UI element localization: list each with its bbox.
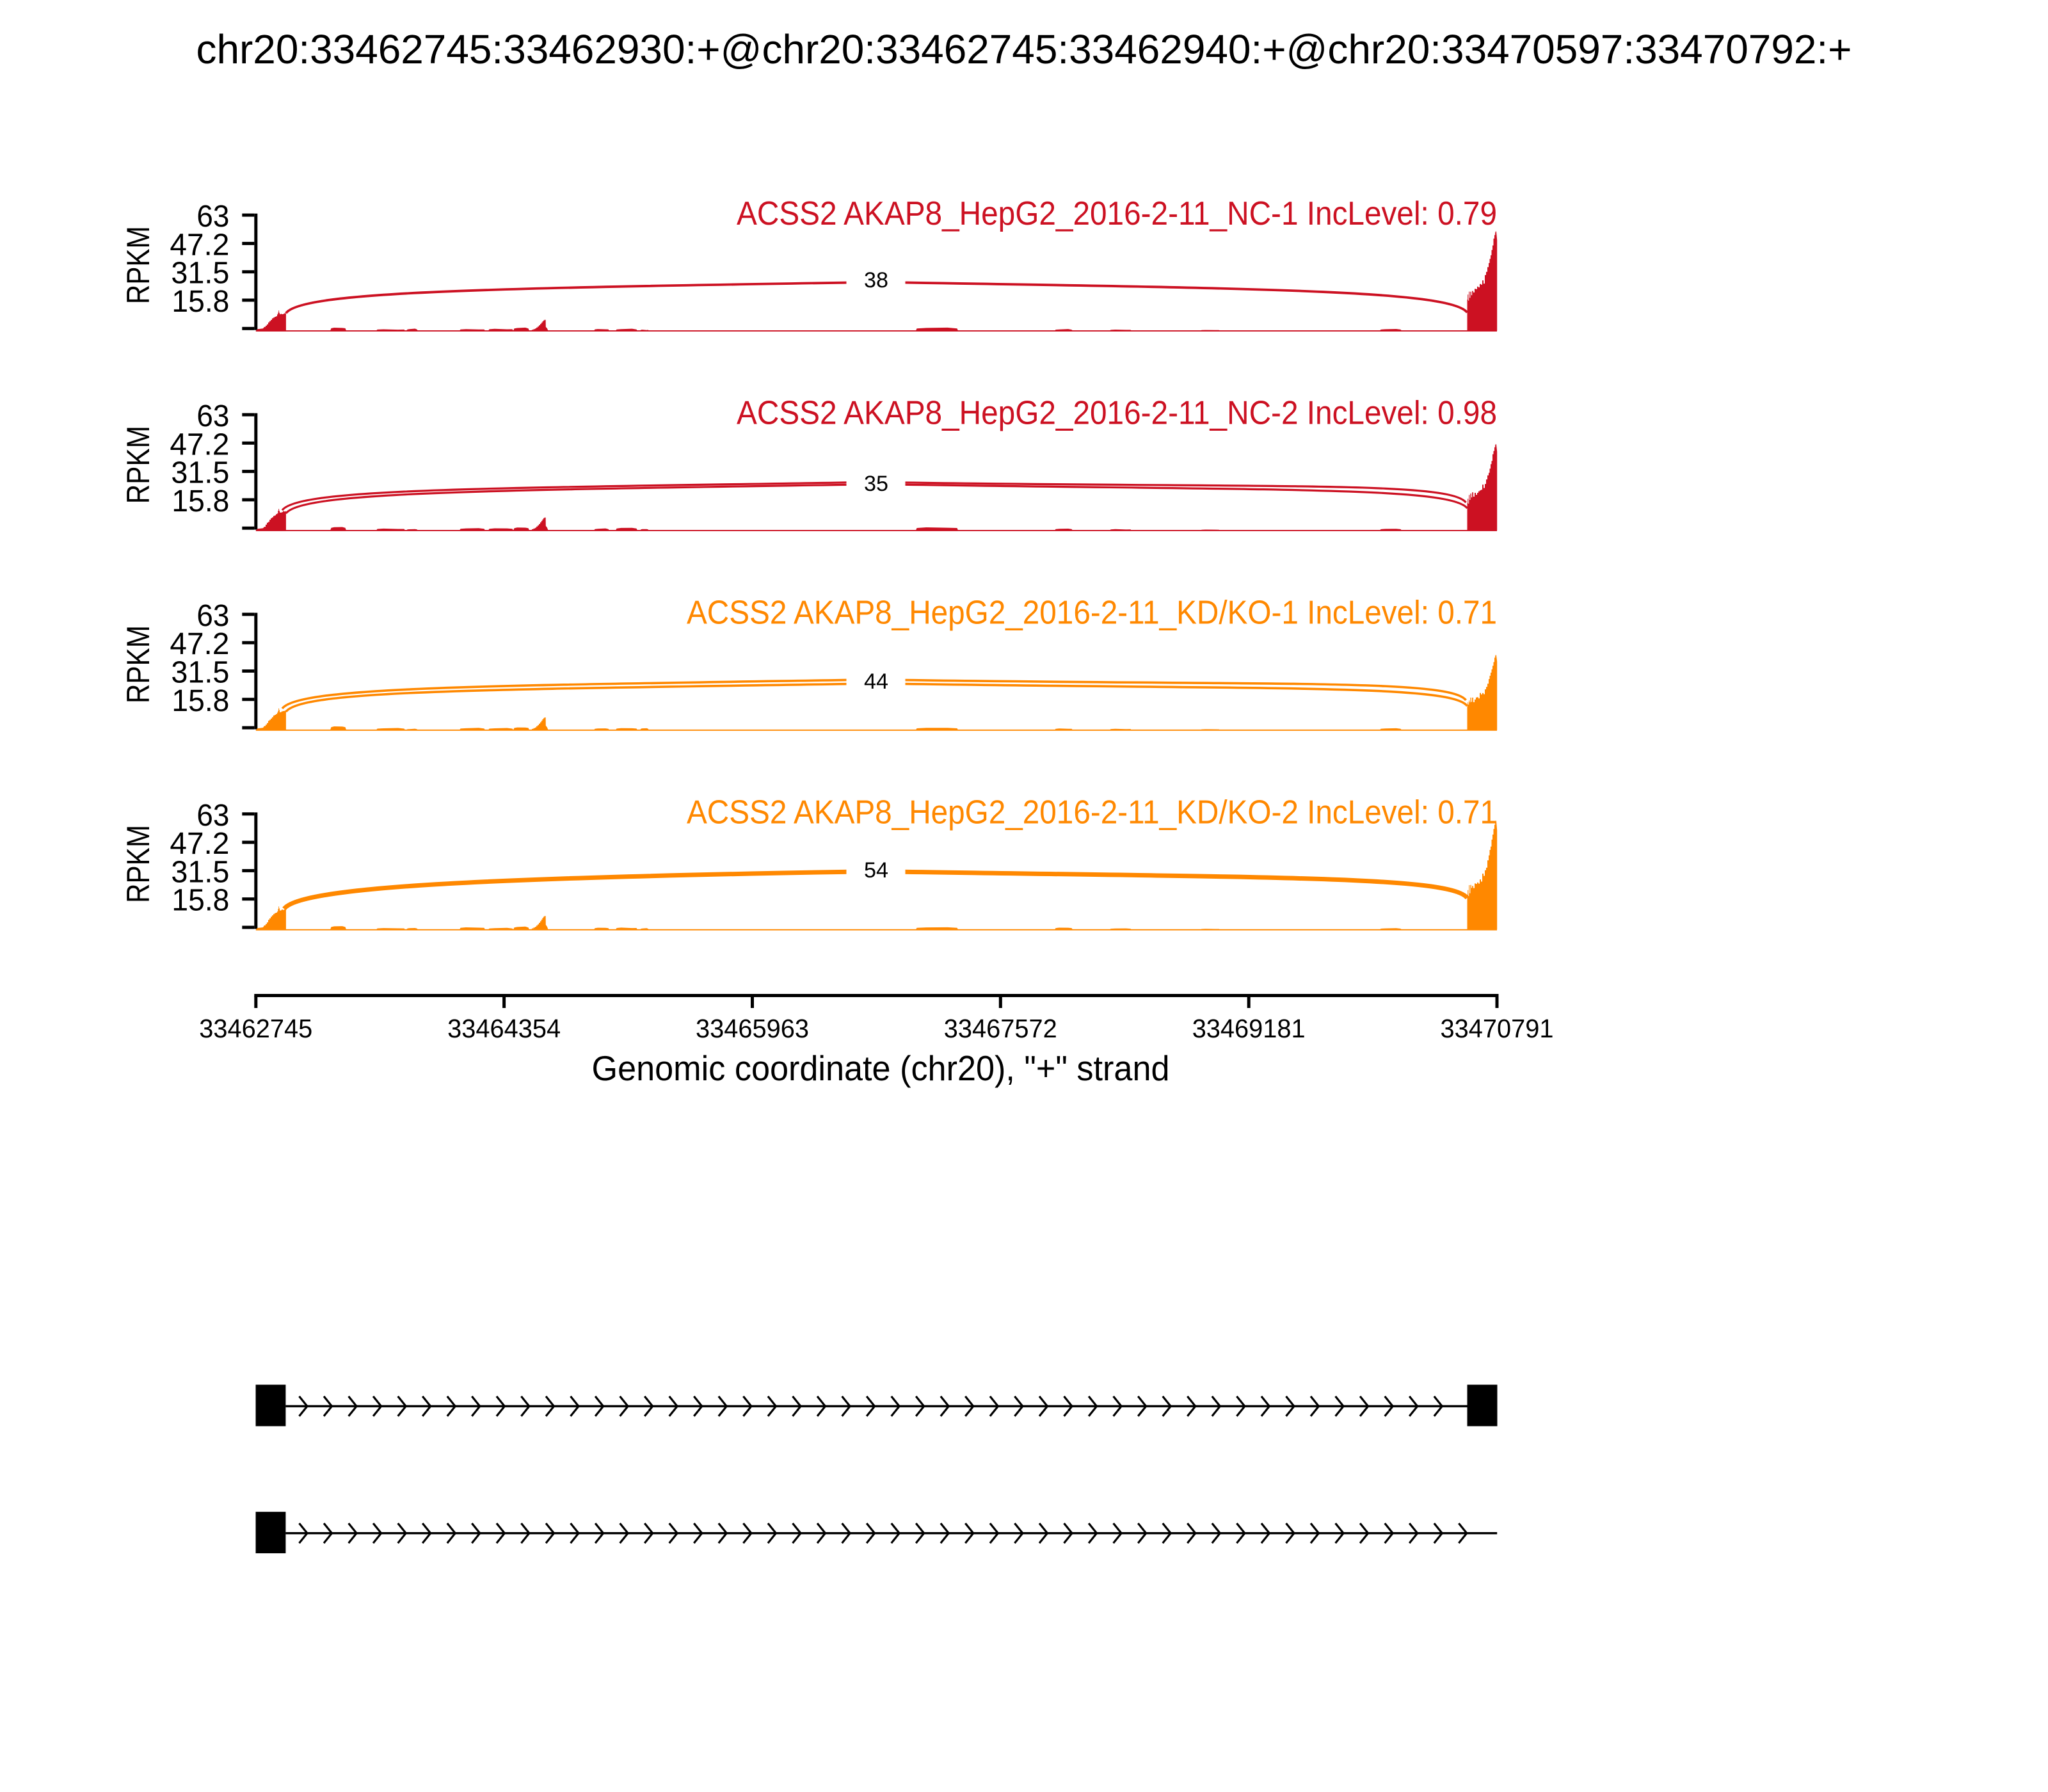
svg-text:35: 35 bbox=[864, 472, 888, 496]
svg-text:38: 38 bbox=[864, 268, 888, 292]
svg-text:47.2: 47.2 bbox=[170, 827, 229, 861]
svg-text:ACSS2 AKAP8_HepG2_2016-2-11_NC: ACSS2 AKAP8_HepG2_2016-2-11_NC-1 IncLeve… bbox=[737, 195, 1497, 232]
svg-text:RPKM: RPKM bbox=[120, 625, 156, 703]
svg-text:33465963: 33465963 bbox=[696, 1014, 809, 1043]
svg-text:chr20:33462745:33462930:+@chr2: chr20:33462745:33462930:+@chr20:33462745… bbox=[196, 26, 1852, 72]
svg-text:33469181: 33469181 bbox=[1192, 1014, 1306, 1043]
svg-text:ACSS2 AKAP8_HepG2_2016-2-11_KD: ACSS2 AKAP8_HepG2_2016-2-11_KD/KO-1 IncL… bbox=[687, 595, 1497, 632]
svg-text:RPKM: RPKM bbox=[120, 825, 156, 903]
svg-text:ACSS2 AKAP8_HepG2_2016-2-11_NC: ACSS2 AKAP8_HepG2_2016-2-11_NC-2 IncLeve… bbox=[737, 395, 1497, 432]
svg-text:63: 63 bbox=[196, 599, 229, 633]
svg-text:47.2: 47.2 bbox=[170, 228, 229, 262]
svg-text:33464354: 33464354 bbox=[447, 1014, 561, 1043]
svg-text:ACSS2 AKAP8_HepG2_2016-2-11_KD: ACSS2 AKAP8_HepG2_2016-2-11_KD/KO-2 IncL… bbox=[687, 794, 1497, 831]
svg-text:54: 54 bbox=[864, 858, 888, 883]
svg-text:15.8: 15.8 bbox=[172, 285, 229, 319]
svg-text:44: 44 bbox=[864, 669, 888, 694]
svg-text:15.8: 15.8 bbox=[172, 684, 229, 718]
svg-text:47.2: 47.2 bbox=[170, 627, 229, 661]
svg-text:15.8: 15.8 bbox=[172, 884, 229, 918]
svg-text:33470791: 33470791 bbox=[1441, 1014, 1554, 1043]
svg-text:15.8: 15.8 bbox=[172, 484, 229, 518]
svg-text:RPKM: RPKM bbox=[120, 226, 156, 304]
svg-text:33462745: 33462745 bbox=[199, 1014, 312, 1043]
svg-text:31.5: 31.5 bbox=[171, 456, 229, 490]
svg-text:31.5: 31.5 bbox=[171, 257, 229, 291]
svg-text:RPKM: RPKM bbox=[120, 426, 156, 504]
svg-text:31.5: 31.5 bbox=[171, 855, 229, 889]
svg-text:63: 63 bbox=[196, 399, 229, 433]
svg-text:33467572: 33467572 bbox=[944, 1014, 1057, 1043]
svg-text:Genomic coordinate (chr20), "+: Genomic coordinate (chr20), "+" strand bbox=[592, 1048, 1170, 1088]
svg-text:63: 63 bbox=[196, 799, 229, 833]
svg-text:31.5: 31.5 bbox=[171, 656, 229, 690]
svg-text:63: 63 bbox=[196, 200, 229, 234]
svg-text:47.2: 47.2 bbox=[170, 428, 229, 461]
